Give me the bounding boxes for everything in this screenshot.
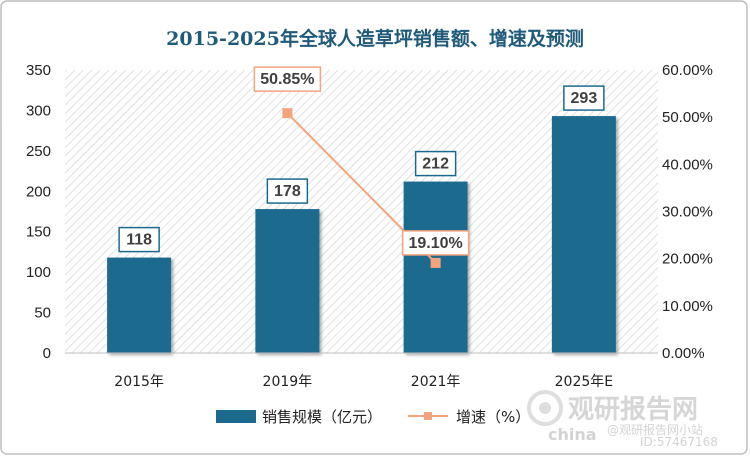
legend-bar-label: 销售规模（亿元） xyxy=(262,408,382,426)
legend-line-marker xyxy=(424,412,432,420)
legend-bar-swatch xyxy=(216,410,256,423)
right-tick-label: 0.00% xyxy=(662,345,705,362)
growth-point xyxy=(282,108,293,119)
data-labels: 118 178 212 293 50.85% 19.10% xyxy=(118,66,605,256)
left-tick-label: 250 xyxy=(26,143,51,160)
bar-value-label: 293 xyxy=(571,90,598,107)
left-tick-label: 150 xyxy=(26,224,51,241)
growth-point xyxy=(430,257,441,268)
legend-line-label: 增速（%） xyxy=(456,408,530,426)
left-tick-label: 350 xyxy=(26,62,51,79)
left-tick-label: 100 xyxy=(26,264,51,281)
watermark-english: china xyxy=(548,425,597,444)
chart-title: 2015-2025年全球人造草坪销售额、增速及预测 xyxy=(166,27,584,50)
line-label-box xyxy=(253,66,322,92)
bar-label-box xyxy=(118,226,160,253)
right-tick-label: 20.00% xyxy=(662,251,713,268)
bar-label-box xyxy=(266,178,309,204)
left-tick-label: 300 xyxy=(26,102,51,119)
right-tick-label: 40.00% xyxy=(662,156,713,173)
watermark-id: ID:57467168 xyxy=(640,435,718,449)
watermark-logo-icon xyxy=(527,390,563,426)
bar-value-label: 178 xyxy=(274,183,301,200)
line-label-box xyxy=(401,230,470,256)
watermark-handle: @观研报告网小站 xyxy=(607,422,703,437)
right-axis-ticks: 0.00% 10.00% 20.00% 30.00% 40.00% 50.00% 60.00… xyxy=(662,62,713,362)
watermark: 观研报告网 china @观研报告网小站 ID:57467168 xyxy=(527,390,718,449)
x-axis-ticks: 2015年 2019年 2021年 2025年E xyxy=(114,374,613,390)
bar xyxy=(255,209,320,353)
right-tick-label: 50.00% xyxy=(662,109,713,126)
line-value-label: 50.85% xyxy=(260,71,314,88)
watermark-main: 观研报告网 xyxy=(568,394,698,425)
bar-value-label: 212 xyxy=(422,156,449,173)
x-tick-label: 2019年 xyxy=(263,374,313,390)
bar-label-box xyxy=(563,85,605,111)
left-tick-label: 200 xyxy=(26,183,51,200)
right-tick-label: 30.00% xyxy=(662,204,713,221)
x-tick-label: 2021年 xyxy=(411,374,461,390)
bar xyxy=(107,257,172,353)
legend: 销售规模（亿元） 增速（%） xyxy=(216,408,530,426)
left-tick-label: 0 xyxy=(43,345,51,362)
bar xyxy=(551,116,616,354)
x-tick-label: 2015年 xyxy=(114,374,164,390)
left-tick-label: 50 xyxy=(34,305,51,322)
bar-value-label: 118 xyxy=(126,232,152,249)
bar-series xyxy=(107,116,616,354)
bar-label-box xyxy=(414,150,457,177)
x-tick-label: 2025年E xyxy=(555,374,613,390)
right-tick-label: 60.00% xyxy=(662,62,713,79)
right-tick-label: 10.00% xyxy=(662,298,713,315)
left-axis-ticks: 0 50 100 150 200 250 300 350 xyxy=(26,62,51,362)
line-value-label: 19.10% xyxy=(408,235,462,252)
